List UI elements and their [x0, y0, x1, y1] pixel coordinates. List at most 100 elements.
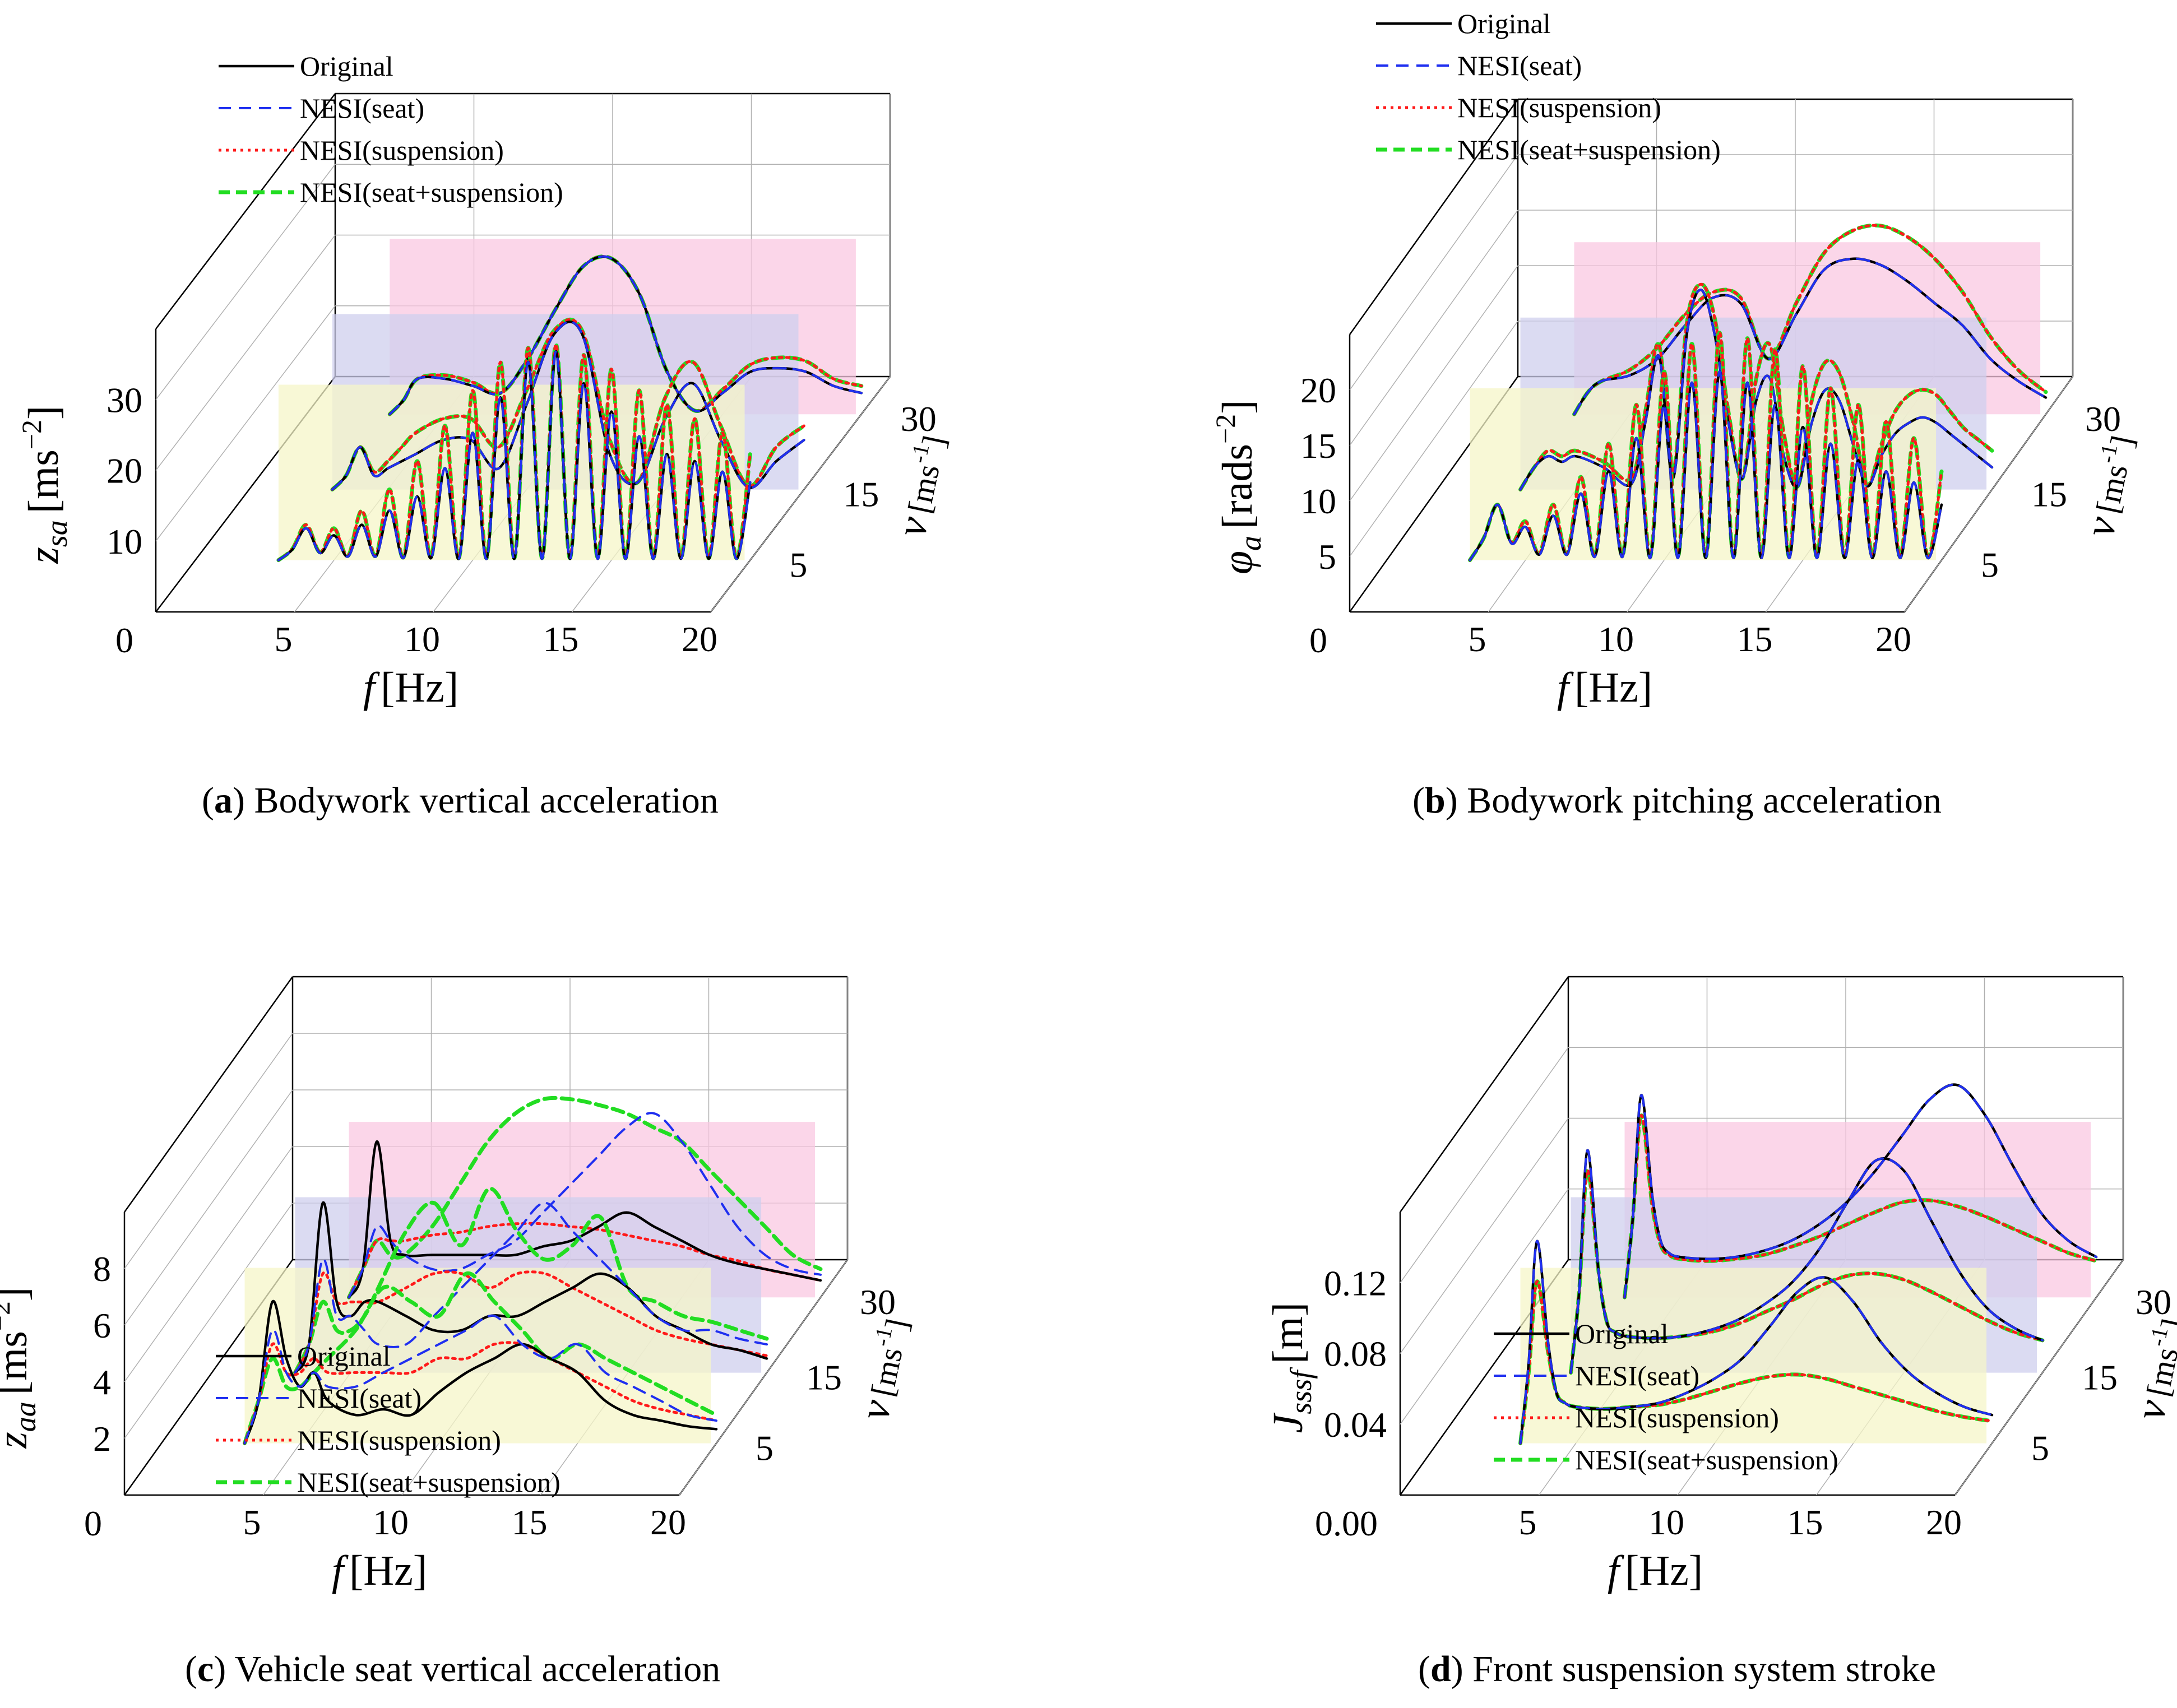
x-tick-label: 5: [1519, 1502, 1537, 1542]
grid-line: [124, 1146, 293, 1382]
z-axis-label: zsa[ms−2]: [16, 406, 73, 564]
z-tick-label: 15: [1300, 426, 1336, 466]
series-line-v15-nesi-suspension-: [331, 318, 805, 491]
series-line-v30-nesi-suspension-: [1573, 224, 2048, 416]
grid-line: [1400, 1118, 1569, 1354]
legend-label: Original: [297, 1340, 391, 1372]
speed-plane-5: [1520, 1268, 1987, 1444]
legend: Original NESI(seat) NESI(suspension) NESI(s…: [1494, 1318, 1838, 1475]
x-axis-label: f [Hz]: [332, 1547, 427, 1594]
x-tick-label: 10: [373, 1502, 409, 1542]
z-tick-label: 10: [1300, 481, 1336, 521]
z-tick-label: 20: [106, 451, 142, 491]
x-tick-label: 5: [243, 1502, 261, 1542]
series-line-v5-nesi-seat-: [243, 1314, 717, 1445]
legend-label: NESI(seat): [1575, 1360, 1699, 1391]
legend-label: NESI(seat+suspension): [297, 1466, 561, 1498]
series-line-v5-nesi-seat-: [277, 350, 752, 561]
z-tick-label: 8: [93, 1249, 111, 1289]
series-line-v30-nesi-seat-: [1623, 1083, 2097, 1299]
legend-label: NESI(seat): [1457, 50, 1582, 81]
x-tick-label: 10: [404, 619, 440, 659]
legend-label: NESI(seat): [297, 1382, 421, 1414]
x-tick-label: 5: [275, 619, 293, 659]
legend-label: NESI(seat+suspension): [1457, 134, 1721, 165]
series-line-v15-nesi-seat-suspension-: [293, 1186, 769, 1375]
x-tick-label: 20: [1926, 1502, 1962, 1542]
v-axis-label: v[ms-1]: [887, 430, 955, 541]
v-tick-label: 5: [2031, 1428, 2049, 1468]
grid-line: [124, 1089, 293, 1326]
panel-caption: (b) Bodywork pitching acceleration: [1412, 780, 1942, 821]
z-tick-label: 30: [106, 380, 142, 420]
z-tick-label: 20: [1300, 370, 1336, 410]
x-axis-label: f [Hz]: [363, 664, 458, 711]
grid-line: [1349, 210, 1518, 446]
chart-panel-d: 5 10 15 20 0.00 0.04 0.08 0.12 5 15 30 f [Hz] Jsssf[m…: [1264, 976, 2177, 1690]
chart-panel-c: 5 10 15 20 0 2 4 6 8 5 15 30 f[Hz] zaa[ms−2] v[ms-1] Or…: [0, 976, 916, 1690]
grid-line: [710, 376, 891, 612]
x-tick-label: 15: [512, 1502, 548, 1542]
legend-label: NESI(seat+suspension): [1575, 1444, 1838, 1475]
grid-line: [1904, 376, 2073, 612]
z-tick-label: 6: [93, 1306, 111, 1345]
x-tick-label: 10: [1598, 619, 1634, 659]
legend: Original NESI(seat) NESI(suspension) NESI(s…: [219, 50, 563, 208]
legend-label: NESI(seat): [300, 92, 424, 124]
z-tick-label: 0.00: [1315, 1503, 1378, 1543]
x-axis-label: f [Hz]: [1608, 1547, 1703, 1594]
v-tick-label: 5: [789, 545, 807, 585]
axis-edge: [1399, 976, 1569, 1213]
v-tick-label: 30: [2136, 1282, 2171, 1322]
legend-label: NESI(seat+suspension): [300, 177, 563, 208]
x-tick-label: 15: [543, 619, 579, 659]
x-tick-label: 20: [682, 619, 717, 659]
z-axis-label: φa[rads−2]: [1210, 400, 1267, 575]
v-tick-label: 15: [843, 475, 879, 514]
z-tick-label: 0.08: [1324, 1334, 1387, 1374]
series-line-v15-nesi-seat-: [294, 1201, 768, 1374]
grid-line: [1400, 1047, 1569, 1283]
series-line-v30-nesi-seat-: [388, 255, 863, 416]
grid-line: [124, 1033, 293, 1269]
x-axis-label: f [Hz]: [1557, 664, 1652, 711]
series-line-v30-original: [348, 1140, 822, 1299]
v-tick-label: 15: [2031, 475, 2067, 514]
panel-caption: (c) Vehicle seat vertical acceleration: [185, 1649, 720, 1690]
legend-label: NESI(suspension): [1457, 92, 1661, 123]
x-tick-label: 5: [1469, 619, 1486, 659]
v-tick-label: 30: [2085, 399, 2121, 439]
grid-line: [679, 1259, 848, 1496]
grid-line: [155, 305, 336, 542]
series-line-v30-nesi-seat-: [348, 1112, 822, 1299]
z-tick-label: 10: [106, 522, 142, 561]
series-line-v5-nesi-suspension-: [243, 1341, 718, 1445]
z-tick-label: 0.12: [1324, 1263, 1387, 1303]
legend: Original NESI(seat) NESI(suspension) NESI(s…: [216, 1340, 561, 1498]
legend: Original NESI(seat) NESI(suspension) NESI(s…: [1376, 8, 1721, 165]
speed-plane-5: [244, 1268, 711, 1444]
z-axis-label: Jsssf[m]: [1264, 1302, 1318, 1433]
x-tick-label: 10: [1648, 1502, 1684, 1542]
grid-line: [1349, 154, 1518, 391]
v-tick-label: 5: [1981, 545, 1999, 585]
z-axis-label: zaa[ms−2]: [0, 1287, 42, 1449]
axis-edge: [123, 976, 294, 1213]
axis-edge: [1349, 99, 1519, 335]
grid-line: [1400, 1189, 1569, 1425]
legend-label: Original: [1575, 1318, 1669, 1349]
v-tick-label: 15: [806, 1358, 842, 1398]
z-tick-label: 0: [1309, 620, 1327, 660]
series-line-v15-nesi-suspension-: [1519, 282, 1994, 491]
grid-line: [124, 1203, 293, 1439]
v-tick-label: 30: [901, 399, 937, 439]
series-line-v15-nesi-seat-: [1519, 289, 1993, 491]
grid-line: [1349, 321, 1518, 557]
z-tick-label: 5: [1318, 537, 1336, 577]
chart-panel-a: 5 10 15 20 0 10 20 30 5 15 30 f [Hz] zsa[ms−2] v[ms-1]…: [16, 50, 955, 821]
x-tick-label: 20: [650, 1502, 686, 1542]
series-line-v5-nesi-seat-: [1469, 370, 1943, 561]
grid-line: [155, 164, 336, 400]
legend-label: Original: [300, 50, 393, 82]
